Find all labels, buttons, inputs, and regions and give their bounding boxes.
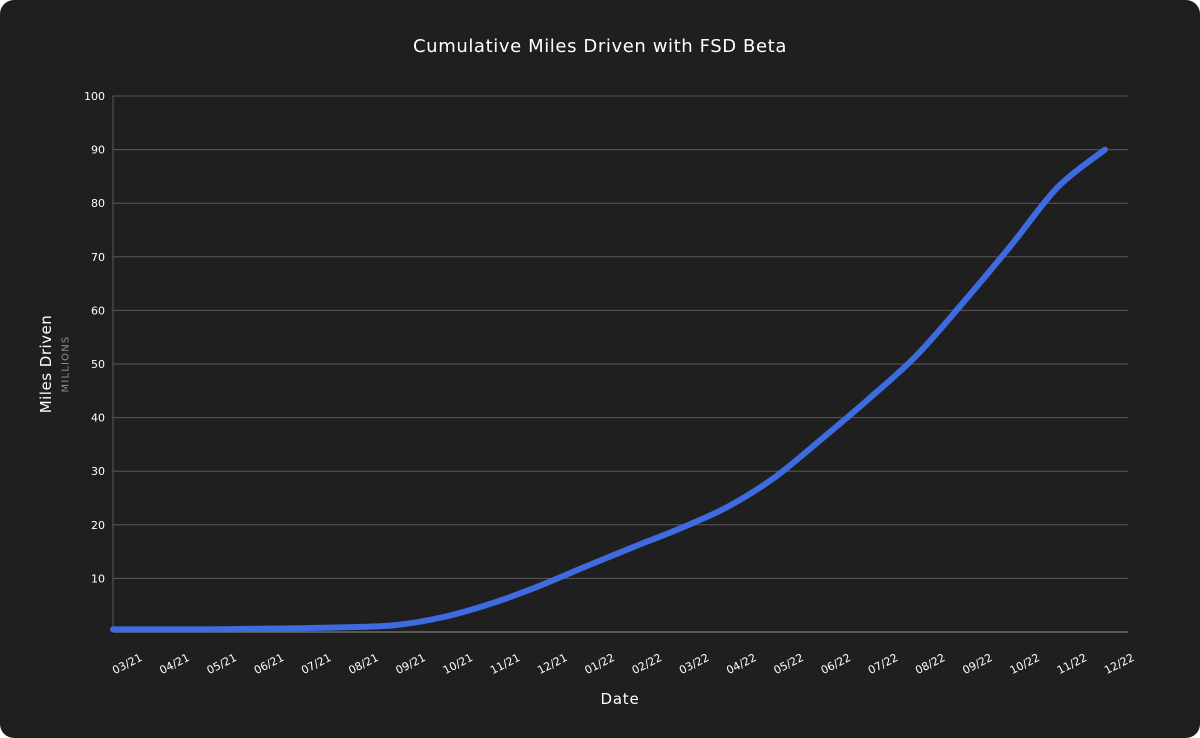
- x-tick-label: 07/21: [299, 651, 333, 677]
- y-tick-label: 100: [84, 90, 105, 103]
- chart-title: Cumulative Miles Driven with FSD Beta: [413, 36, 787, 57]
- y-tick-labels: 10 20 30 40 50 60 70 80 90 100: [84, 90, 105, 585]
- x-tick-label: 06/21: [252, 651, 286, 677]
- x-tick-label: 02/22: [630, 651, 664, 677]
- y-tick-label: 70: [91, 251, 105, 264]
- series-line-0: [110, 146, 1108, 633]
- x-tick-label: 04/21: [157, 651, 191, 677]
- x-tick-label: 06/22: [819, 651, 853, 677]
- x-tick-label: 11/21: [488, 651, 522, 677]
- x-tick-label: 08/21: [346, 651, 380, 677]
- x-tick-labels: 03/21 04/21 05/21 06/21 07/21 08/21 09/21 10/21…: [110, 651, 1136, 677]
- y-tick-label: 50: [91, 358, 105, 371]
- y-tick-label: 30: [91, 465, 105, 478]
- x-tick-label: 12/21: [535, 651, 569, 677]
- y-tick-label: 20: [91, 519, 105, 532]
- x-tick-label: 08/22: [913, 651, 947, 677]
- x-tick-label: 09/21: [394, 651, 428, 677]
- y-tick-label: 90: [91, 144, 105, 157]
- x-tick-label: 10/21: [441, 651, 475, 677]
- x-tick-label: 09/22: [960, 651, 994, 677]
- x-tick-label: 05/21: [205, 651, 239, 677]
- y-tick-label: 60: [91, 304, 105, 317]
- x-tick-label: 10/22: [1008, 651, 1042, 677]
- x-tick-label: 12/22: [1102, 651, 1136, 677]
- x-tick-label: 07/22: [866, 651, 900, 677]
- y-tick-label: 80: [91, 197, 105, 210]
- x-tick-label: 11/22: [1055, 651, 1089, 677]
- x-tick-label: 05/22: [772, 651, 806, 677]
- x-tick-label: 03/22: [677, 651, 711, 677]
- gridlines: [112, 95, 1128, 633]
- y-axis-label: Miles Driven: [37, 314, 55, 414]
- x-tick-label: 04/22: [724, 651, 758, 677]
- y-axis-unit-label: MILLIONS: [60, 335, 72, 393]
- x-tick-label: 03/21: [110, 651, 144, 677]
- x-tick-label: 01/22: [583, 651, 617, 677]
- y-tick-label: 40: [91, 412, 105, 425]
- x-axis-label: Date: [600, 690, 640, 708]
- series-group: [110, 146, 1108, 633]
- y-tick-label: 10: [91, 572, 105, 585]
